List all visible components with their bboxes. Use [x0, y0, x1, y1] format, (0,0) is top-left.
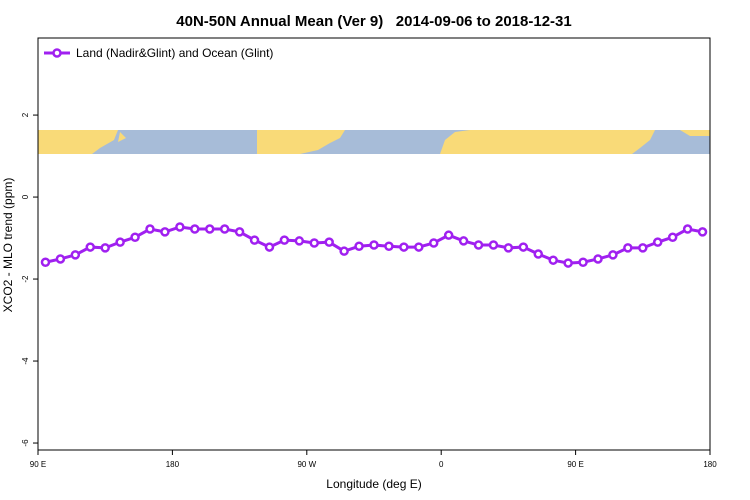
y-tick-label: 2	[21, 112, 30, 117]
legend-marker	[52, 48, 62, 58]
data-point	[219, 224, 230, 234]
data-point	[608, 250, 618, 260]
data-point	[294, 236, 305, 246]
data-point	[667, 232, 678, 242]
data-point	[249, 235, 260, 245]
map-strip	[38, 130, 710, 154]
data-point	[593, 254, 603, 264]
data-point	[115, 237, 125, 247]
data-point	[518, 242, 529, 252]
data-point	[85, 242, 96, 252]
data-point	[264, 242, 275, 252]
data-point	[458, 236, 469, 246]
data-point	[145, 224, 155, 234]
y-tick-label: 0	[21, 194, 30, 199]
data-point	[682, 224, 693, 234]
data-point	[204, 224, 215, 234]
data-point	[369, 240, 379, 250]
y-tick-label: -2	[21, 275, 30, 283]
data-point	[234, 227, 245, 237]
data-point	[488, 240, 499, 250]
data-point	[578, 257, 588, 267]
legend-label: Land (Nadir&Glint) and Ocean (Glint)	[76, 46, 273, 60]
y-axis-label: XCO2 - MLO trend (ppm)	[1, 178, 15, 313]
plot-frame	[37, 37, 711, 451]
data-point	[160, 227, 170, 237]
data-point	[652, 237, 663, 247]
data-point	[533, 249, 544, 259]
data-point	[130, 232, 140, 242]
data-point	[443, 230, 454, 240]
data-point	[100, 243, 110, 253]
data-point	[414, 242, 424, 252]
data-point	[473, 240, 484, 250]
data-point	[279, 235, 290, 245]
y-tick-label: -4	[21, 357, 30, 365]
x-tick-label: 90 E	[567, 460, 583, 469]
data-point	[697, 227, 708, 237]
data-point	[190, 224, 200, 234]
data-point	[638, 243, 648, 253]
data-point	[324, 237, 334, 247]
x-axis-label: Longitude (deg E)	[326, 477, 421, 491]
data-point	[503, 243, 514, 253]
x-tick-label: 0	[439, 460, 444, 469]
x-tick-label: 180	[703, 460, 717, 469]
data-point	[339, 246, 349, 256]
data-point	[70, 250, 81, 260]
x-tick-label: 90 W	[297, 460, 316, 469]
data-point	[309, 238, 320, 248]
chart-title: 40N-50N Annual Mean (Ver 9) 2014-09-06 t…	[176, 13, 571, 30]
data-point	[399, 242, 409, 252]
y-tick-label: -6	[21, 439, 30, 447]
x-tick-label: 90 E	[30, 460, 46, 469]
data-point	[55, 254, 66, 264]
data-point	[623, 243, 633, 253]
x-tick-label: 180	[166, 460, 180, 469]
data-point	[384, 241, 394, 252]
data-point	[175, 222, 185, 232]
data-point	[563, 258, 573, 268]
data-point	[40, 257, 51, 267]
data-point	[428, 238, 439, 248]
data-point	[354, 241, 364, 252]
data-point	[548, 255, 558, 265]
